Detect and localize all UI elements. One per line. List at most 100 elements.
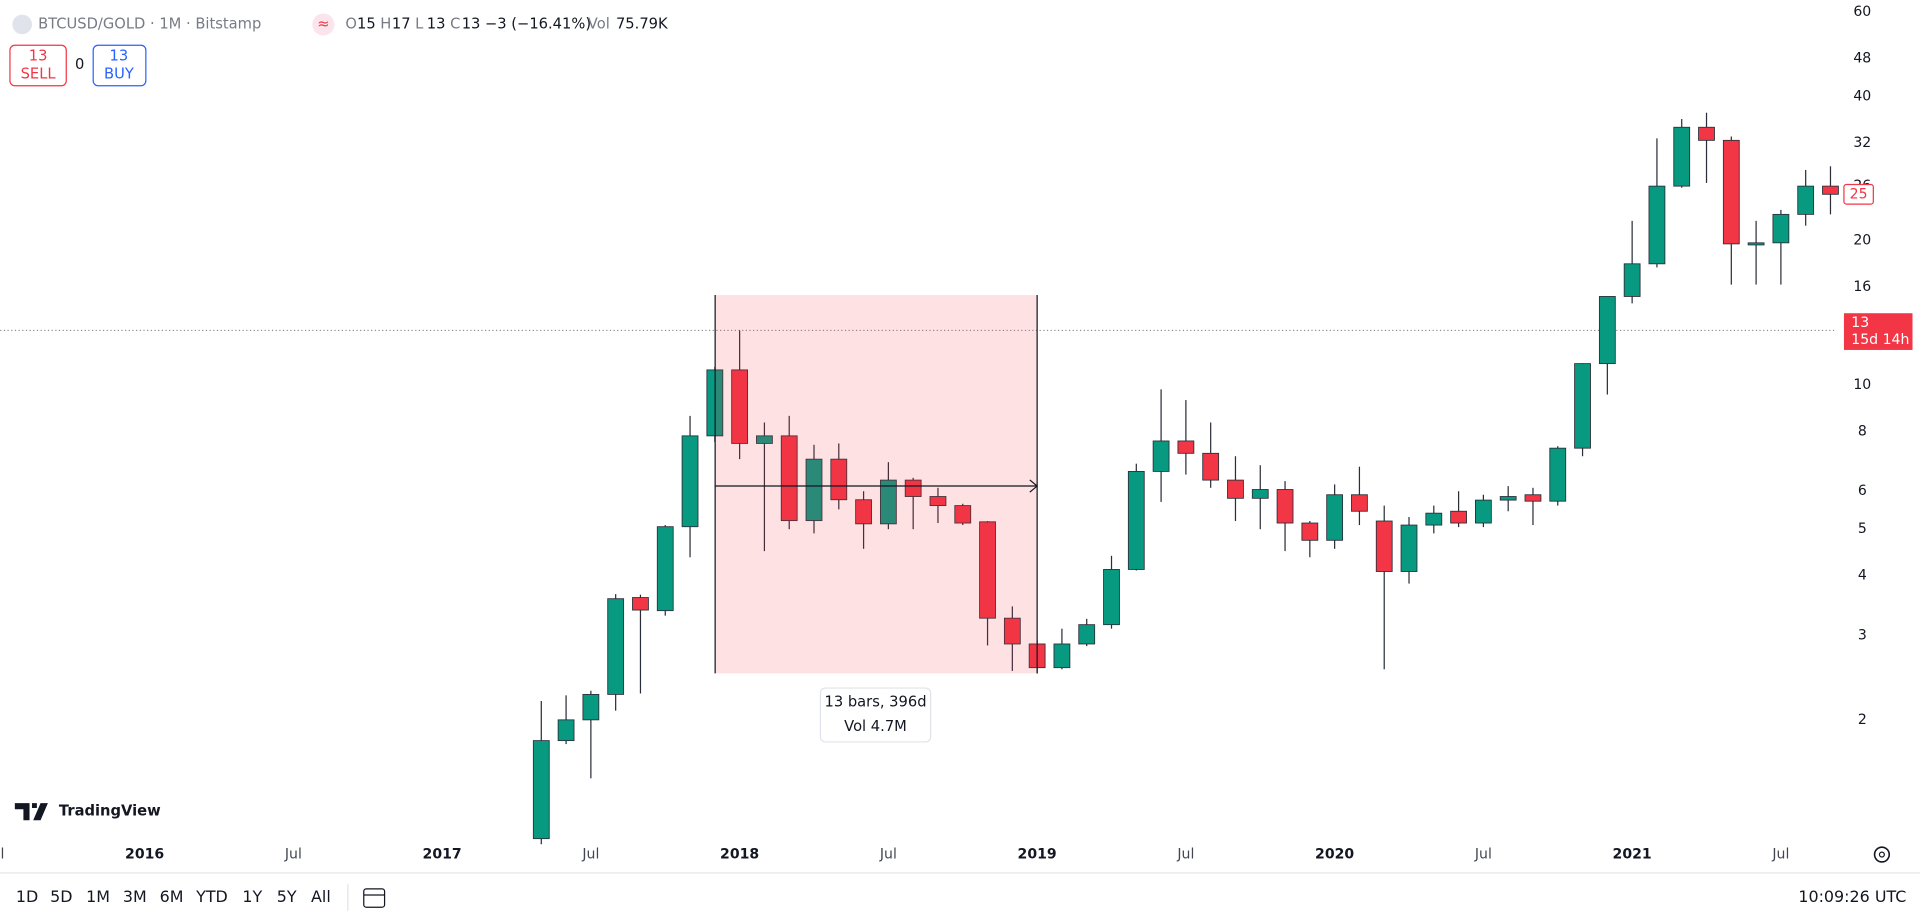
range-button[interactable]: 1M — [86, 887, 110, 906]
candle-body — [780, 435, 798, 522]
candle-body — [1301, 522, 1319, 541]
logo-text: TradingView — [59, 803, 161, 820]
candle-body — [1326, 494, 1344, 541]
candle-body — [607, 598, 625, 695]
range-button[interactable]: All — [311, 887, 331, 906]
range-button[interactable]: 3M — [123, 887, 147, 906]
candle-body — [731, 369, 749, 444]
settings-icon-core — [1878, 851, 1885, 858]
last-price-label: 25 — [1850, 186, 1868, 202]
ohlc-legend: O 15 H 17 L 13 C 13 −3 (−16.41%)Vol 75.79K — [345, 15, 668, 32]
candle-body — [1227, 479, 1244, 499]
candle-body — [1772, 213, 1790, 244]
candle-body — [681, 435, 699, 528]
range-button[interactable]: 5D — [50, 887, 72, 906]
ohlc-key: H — [380, 15, 391, 32]
y-tick-label: 2 — [1858, 712, 1867, 728]
y-tick-label: 20 — [1853, 233, 1871, 249]
candle-body — [632, 597, 649, 611]
sell-label: SELL — [21, 66, 57, 83]
range-button[interactable]: YTD — [195, 887, 228, 906]
x-tick-label: Jul — [879, 847, 897, 863]
symbol-title[interactable]: BTCUSD/GOLD · 1M · Bitstamp — [38, 15, 261, 32]
symbol-icon — [12, 14, 32, 35]
candle-body — [1078, 624, 1096, 645]
y-tick-label: 60 — [1853, 4, 1871, 20]
y-tick-label: 8 — [1858, 423, 1867, 439]
candle-body — [1351, 494, 1368, 512]
price-axis: 2345681016202632404860Jul2016Jul2017Jul2… — [0, 4, 1913, 863]
y-tick-label: 40 — [1853, 88, 1871, 104]
candle-body — [1425, 512, 1443, 526]
y-tick-label: 6 — [1858, 483, 1867, 499]
sell-button[interactable] — [9, 44, 67, 87]
candle-body — [1375, 520, 1393, 572]
measure-bars: 13 bars, 396d — [824, 694, 926, 711]
candle-body — [1747, 242, 1765, 246]
candle-body — [1177, 440, 1195, 454]
x-tick-label: 2020 — [1315, 847, 1354, 863]
candle-body — [532, 740, 550, 840]
x-tick-label: Jul — [0, 847, 4, 863]
candle-body — [1623, 263, 1641, 297]
ohlc-value: 13 — [427, 15, 446, 32]
candle-body — [1152, 440, 1170, 472]
buy-label: BUY — [104, 66, 134, 83]
candle-body — [1549, 447, 1567, 502]
ohlc-value: 13 — [462, 15, 481, 32]
spread: 0 — [75, 56, 84, 73]
candle-body — [1822, 185, 1839, 195]
clock[interactable]: 10:09:26 UTC — [1798, 887, 1906, 906]
measure-arrowhead — [1029, 479, 1039, 493]
candle-body — [830, 458, 848, 501]
price-line-box — [1843, 313, 1913, 350]
range-button[interactable]: 5Y — [277, 887, 297, 906]
buy-button[interactable] — [92, 44, 147, 87]
countdown-label: 15d 14h — [1851, 332, 1909, 348]
vol-value: 75.79K — [616, 15, 668, 32]
candle-body — [855, 499, 872, 525]
candle-body — [805, 458, 823, 522]
x-tick-label: 2018 — [720, 847, 759, 863]
candle-body — [929, 496, 947, 507]
candle-body — [1276, 489, 1294, 524]
candle-body — [1722, 139, 1740, 245]
indicator-icon[interactable] — [312, 13, 335, 36]
vol-key: Vol — [588, 15, 610, 32]
ohlc-key: O — [345, 15, 357, 32]
candle-body — [1003, 617, 1021, 645]
candle-body — [954, 505, 972, 524]
range-button[interactable]: 1Y — [242, 887, 262, 906]
x-tick-label: Jul — [284, 847, 302, 863]
y-tick-label: 4 — [1858, 568, 1867, 584]
x-tick-label: 2017 — [423, 847, 462, 863]
candle-body — [979, 521, 996, 619]
ohlc-key: C — [450, 15, 460, 32]
candle-body — [756, 435, 773, 444]
range-button[interactable]: 1D — [16, 887, 38, 906]
candle-body — [1103, 569, 1120, 626]
candle-body — [879, 479, 897, 525]
bottom-toolbar: 1D 5D 1M 3M 6M YTD 1Y 5Y All — [16, 887, 331, 906]
candle-body — [1499, 496, 1517, 501]
candle-body — [1598, 296, 1616, 365]
candle-body — [1648, 185, 1666, 265]
price-line-label: 13 — [1851, 315, 1869, 331]
x-tick-label: Jul — [1474, 847, 1492, 863]
candle-body — [904, 479, 922, 497]
buy-price: 13 — [110, 47, 129, 64]
settings-icon[interactable] — [1873, 846, 1891, 863]
range-button[interactable]: 6M — [160, 887, 184, 906]
date-range-icon[interactable] — [363, 888, 386, 908]
candle-body — [1698, 126, 1715, 141]
candle-body — [1574, 363, 1591, 449]
ohlc-value: 17 — [392, 15, 411, 32]
last-price-box — [1843, 183, 1874, 205]
candle-body — [1251, 489, 1269, 499]
candle-body — [582, 693, 600, 721]
measure-volume: Vol 4.7M — [844, 718, 907, 735]
candle-body — [1524, 494, 1542, 502]
